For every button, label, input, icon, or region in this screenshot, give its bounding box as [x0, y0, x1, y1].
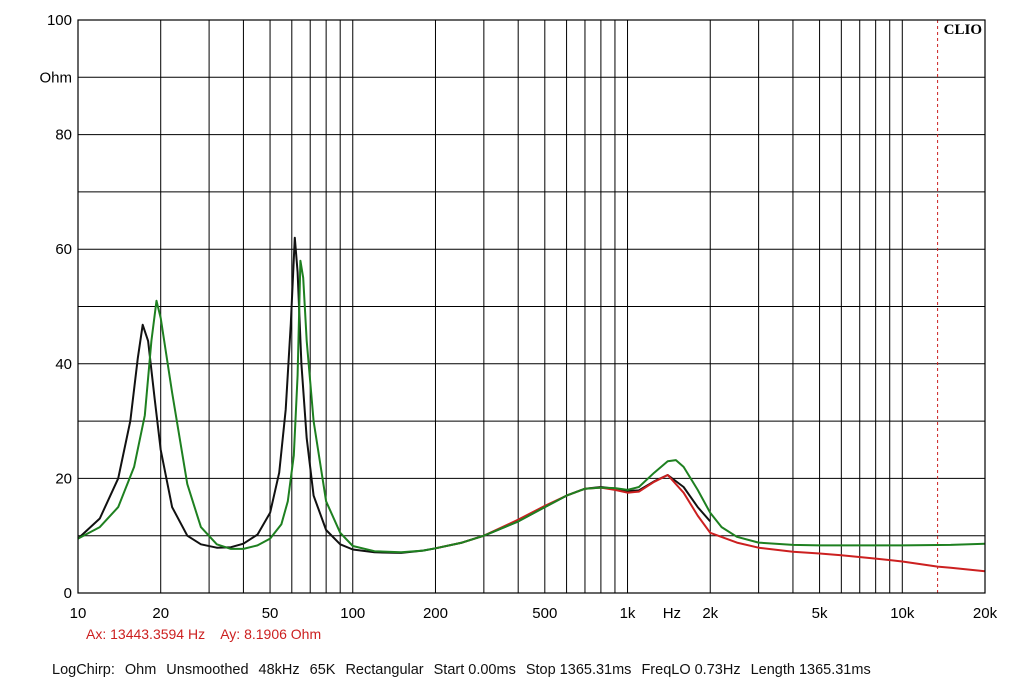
grid-lines — [78, 20, 985, 593]
x-tick-label: 1k — [620, 605, 636, 622]
y-tick-labels: 0 20 40 60 80 100 — [47, 12, 72, 602]
status-item: Ohm — [124, 662, 157, 678]
y-axis-unit-label: Ohm — [39, 69, 72, 86]
y-tick-label: 60 — [55, 241, 72, 258]
x-tick-label: 100 — [340, 605, 365, 622]
status-item: Rectangular — [345, 662, 424, 678]
status-item: FreqLO 0.73Hz — [641, 662, 741, 678]
x-tick-label: 500 — [532, 605, 557, 622]
series-layer — [77, 236, 986, 573]
cursor-ay-value: Ay: 8.1906 Ohm — [220, 626, 322, 642]
y-tick-label: 80 — [55, 127, 72, 144]
x-axis-unit-label: Hz — [663, 605, 681, 622]
clio-logo: CLIO — [944, 22, 982, 38]
x-tick-label: 10k — [890, 605, 915, 622]
x-tick-label: 200 — [423, 605, 448, 622]
x-tick-label: 50 — [262, 605, 279, 622]
x-tick-label: 2k — [702, 605, 718, 622]
plot-frame — [77, 19, 986, 594]
y-tick-label: 20 — [55, 470, 72, 487]
status-item: LogChirp: — [52, 662, 115, 678]
y-tick-label: 100 — [47, 12, 72, 29]
y-tick-label: 0 — [64, 585, 72, 602]
series-line-3 — [77, 259, 986, 554]
status-item: 65K — [309, 662, 336, 678]
status-item: Unsmoothed — [166, 662, 249, 678]
cursor-readout: Ax: 13443.3594 Hz Ay: 8.1906 Ohm — [86, 626, 333, 642]
y-tick-label: 40 — [55, 356, 72, 373]
cursor-ax-value: Ax: 13443.3594 Hz — [86, 626, 206, 642]
x-tick-label: 5k — [812, 605, 828, 622]
x-tick-label: 10 — [70, 605, 87, 622]
x-tick-label: 20 — [152, 605, 169, 622]
status-item: Length 1365.31ms — [750, 662, 871, 678]
status-item: 48kHz — [258, 662, 300, 678]
status-item: Stop 1365.31ms — [525, 662, 632, 678]
x-tick-label: 20k — [973, 605, 998, 622]
status-item: Start 0.00ms — [433, 662, 516, 678]
x-tick-labels: 10 20 50 100 200 500 1k 2k 5k 10k 20k — [70, 605, 998, 622]
measurement-status-bar: LogChirp: Ohm Unsmoothed 48kHz 65K Rectangula… — [52, 662, 881, 678]
